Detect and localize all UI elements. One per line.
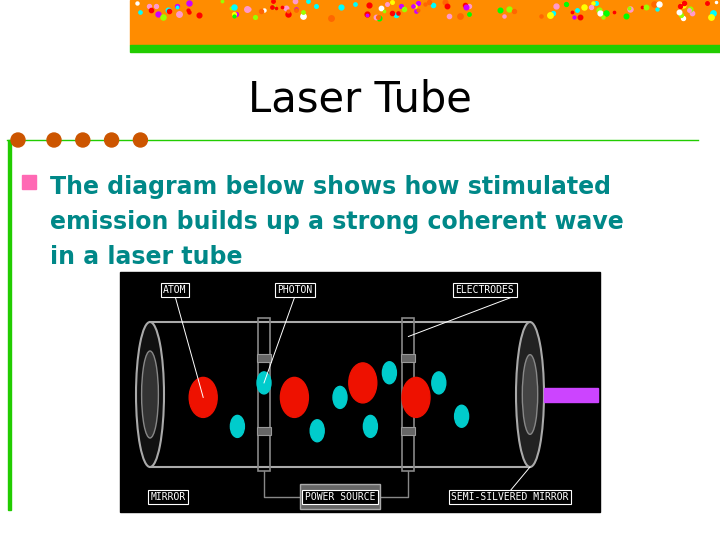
Ellipse shape [11, 133, 25, 147]
Ellipse shape [47, 133, 61, 147]
Text: Laser Tube: Laser Tube [248, 79, 472, 121]
Bar [402, 354, 415, 362]
Ellipse shape [142, 351, 158, 438]
Ellipse shape [454, 405, 469, 427]
Ellipse shape [432, 372, 446, 394]
Bar [402, 427, 415, 435]
Bar [130, 45, 720, 52]
Ellipse shape [402, 377, 430, 417]
Bar [257, 354, 271, 362]
Ellipse shape [333, 387, 347, 408]
Ellipse shape [189, 377, 217, 417]
Text: POWER SOURCE: POWER SOURCE [305, 492, 375, 502]
Text: MIRROR: MIRROR [150, 492, 186, 502]
Ellipse shape [136, 322, 164, 467]
Bar [544, 388, 598, 402]
Text: in a laser tube: in a laser tube [50, 245, 243, 269]
Ellipse shape [364, 415, 377, 437]
Text: ATOM: ATOM [163, 285, 186, 295]
Bar [120, 272, 600, 512]
Ellipse shape [310, 420, 324, 442]
Text: PHOTON: PHOTON [277, 285, 312, 295]
Ellipse shape [516, 322, 544, 467]
Text: emission builds up a strong coherent wave: emission builds up a strong coherent wav… [50, 210, 624, 234]
Ellipse shape [76, 133, 90, 147]
Ellipse shape [104, 133, 119, 147]
Ellipse shape [133, 133, 148, 147]
Bar [402, 318, 415, 471]
Bar [130, 0, 720, 45]
Ellipse shape [348, 363, 377, 403]
Ellipse shape [230, 415, 244, 437]
Ellipse shape [257, 372, 271, 394]
Bar [300, 484, 380, 509]
Bar [150, 322, 530, 467]
Text: The diagram below shows how stimulated: The diagram below shows how stimulated [50, 175, 611, 199]
Ellipse shape [382, 362, 397, 384]
Ellipse shape [522, 355, 538, 434]
Text: ELECTRODES: ELECTRODES [456, 285, 514, 295]
Bar [22, 175, 36, 189]
Text: SEMI-SILVERED MIRROR: SEMI-SILVERED MIRROR [451, 492, 569, 502]
Bar [258, 318, 270, 471]
Bar [257, 427, 271, 435]
Ellipse shape [280, 377, 308, 417]
Bar [8, 140, 11, 510]
